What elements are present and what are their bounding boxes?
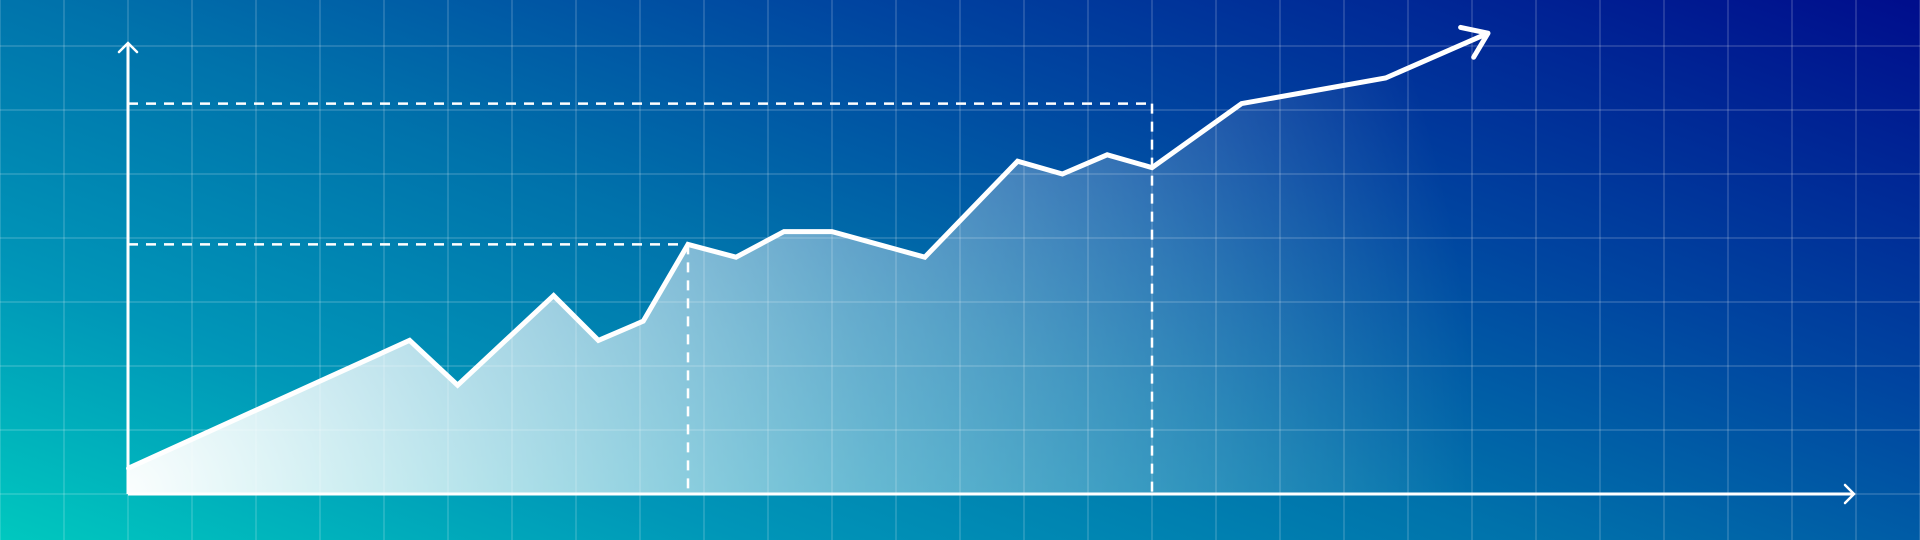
- area-fill: [128, 33, 1488, 494]
- series-line: [126, 30, 1490, 471]
- area-fill-layer: [128, 33, 1488, 494]
- data-point: [1060, 172, 1065, 176]
- axes: [117, 41, 1856, 505]
- data-points: [126, 31, 1490, 471]
- data-point: [126, 466, 130, 471]
- data-point: [734, 255, 738, 260]
- data-point: [830, 229, 834, 234]
- data-point: [686, 242, 690, 247]
- data-point: [455, 383, 460, 388]
- reference-lines: [128, 102, 1154, 494]
- x-axis-arrowhead: [1843, 483, 1856, 505]
- data-point: [782, 229, 786, 234]
- data-point: [1150, 165, 1154, 170]
- data-point: [1105, 152, 1110, 157]
- data-point: [596, 338, 601, 343]
- data-point: [922, 255, 927, 260]
- data-point: [1239, 101, 1244, 106]
- data-point: [1383, 76, 1388, 80]
- data-point: [1015, 159, 1020, 164]
- data-point: [551, 293, 556, 298]
- data-point: [1486, 31, 1490, 36]
- data-point: [407, 338, 412, 343]
- data-point: [641, 319, 646, 324]
- y-axis-arrowhead: [117, 41, 139, 54]
